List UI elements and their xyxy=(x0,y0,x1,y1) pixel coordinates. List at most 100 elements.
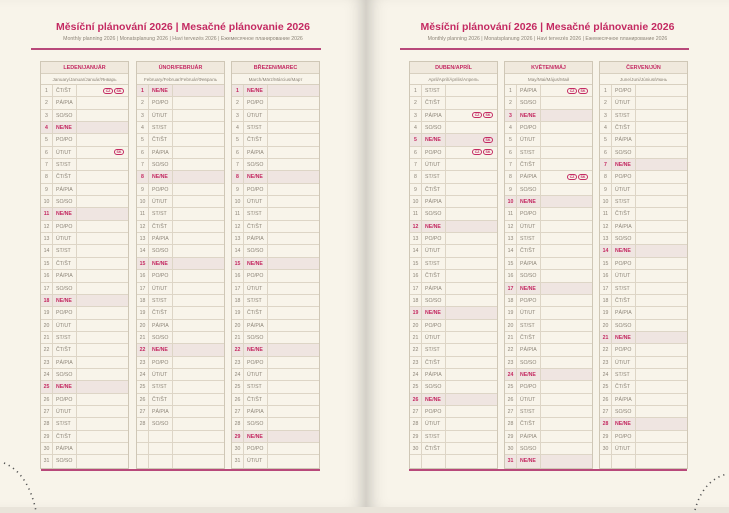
day-row[interactable]: 11 ST/ST xyxy=(137,208,224,221)
day-row[interactable]: 12 ČT/ŠT xyxy=(137,220,224,234)
note-field[interactable] xyxy=(541,233,592,244)
note-field[interactable] xyxy=(636,122,687,133)
day-row[interactable]: 17 ST/ST xyxy=(600,282,687,295)
note-field[interactable] xyxy=(173,134,224,145)
note-field[interactable] xyxy=(77,134,128,145)
day-row[interactable]: 22 ČT/ŠT xyxy=(41,344,128,357)
day-row[interactable]: 30 PO/PO xyxy=(232,442,319,456)
note-field[interactable] xyxy=(77,208,128,219)
day-row[interactable]: 12 PÁ/PIA xyxy=(600,220,687,234)
note-field[interactable]: CZ SK xyxy=(446,147,497,158)
note-field[interactable] xyxy=(446,443,497,454)
note-field[interactable] xyxy=(636,208,687,219)
note-field[interactable] xyxy=(446,283,497,294)
note-field[interactable] xyxy=(446,406,497,417)
note-field[interactable] xyxy=(446,245,497,256)
note-field[interactable] xyxy=(636,418,687,429)
note-field[interactable] xyxy=(636,344,687,355)
day-row[interactable]: 15 ST/ST xyxy=(410,257,497,271)
day-row[interactable]: 18 ST/ST xyxy=(137,294,224,308)
note-field[interactable] xyxy=(636,233,687,244)
day-row[interactable]: 12 ÚT/UT xyxy=(505,220,592,234)
note-field[interactable] xyxy=(173,344,224,355)
day-row[interactable]: 19 PO/PO xyxy=(41,307,128,320)
note-field[interactable] xyxy=(173,431,224,442)
note-field[interactable] xyxy=(173,184,224,195)
note-field[interactable] xyxy=(268,443,319,454)
note-field[interactable] xyxy=(541,406,592,417)
day-row[interactable]: 24 SO/SO xyxy=(41,368,128,382)
day-row[interactable]: 2 PO/PO xyxy=(137,97,224,110)
note-field[interactable]: CZ SK xyxy=(541,171,592,182)
day-row[interactable]: 29 PO/PO xyxy=(600,430,687,443)
note-field[interactable] xyxy=(541,455,592,467)
note-field[interactable] xyxy=(446,418,497,429)
note-field[interactable] xyxy=(446,455,497,467)
day-row[interactable]: 1 NE/NE xyxy=(137,85,224,98)
day-row[interactable]: 28 ST/ST xyxy=(41,418,128,431)
note-field[interactable] xyxy=(173,110,224,121)
note-field[interactable] xyxy=(636,270,687,281)
note-field[interactable] xyxy=(77,381,128,392)
note-field[interactable] xyxy=(77,233,128,244)
note-field[interactable] xyxy=(541,196,592,207)
day-row[interactable]: 14 ST/ST xyxy=(41,245,128,258)
note-field[interactable] xyxy=(636,134,687,145)
day-row[interactable]: 31 NE/NE xyxy=(505,455,592,468)
day-row[interactable]: 3 ST/ST xyxy=(600,109,687,123)
day-row[interactable]: 7 SO/SO xyxy=(137,159,224,172)
note-field[interactable] xyxy=(636,406,687,417)
note-field[interactable] xyxy=(636,394,687,405)
day-row[interactable]: 9 PO/PO xyxy=(232,183,319,197)
day-row[interactable]: 19 NE/NE xyxy=(410,307,497,320)
day-row[interactable]: 27 SO/SO xyxy=(600,405,687,419)
day-row[interactable]: 21 ČT/ŠT xyxy=(505,331,592,345)
note-field[interactable] xyxy=(446,394,497,405)
note-field[interactable] xyxy=(77,97,128,108)
note-field[interactable] xyxy=(173,270,224,281)
note-field[interactable] xyxy=(541,320,592,331)
note-field[interactable] xyxy=(446,196,497,207)
note-field[interactable] xyxy=(77,295,128,306)
day-row[interactable]: 28 NE/NE xyxy=(600,418,687,431)
note-field[interactable] xyxy=(268,134,319,145)
day-row[interactable]: 10 ÚT/UT xyxy=(232,196,319,209)
day-row[interactable]: 16 PO/PO xyxy=(137,270,224,283)
day-row[interactable]: 14 ÚT/UT xyxy=(410,245,497,258)
day-row[interactable]: 21 SO/SO xyxy=(137,331,224,345)
day-row[interactable]: 26 PÁ/PIA xyxy=(600,393,687,406)
note-field[interactable] xyxy=(446,85,497,96)
note-field[interactable] xyxy=(268,110,319,121)
day-row[interactable]: 3 PÁ/PIA CZ SK xyxy=(410,109,497,123)
day-row[interactable]: 5 NE/NE SK xyxy=(410,134,497,147)
day-row[interactable]: 26 PO/PO xyxy=(41,393,128,406)
note-field[interactable] xyxy=(541,134,592,145)
note-field[interactable] xyxy=(268,332,319,343)
note-field[interactable] xyxy=(77,159,128,170)
note-field[interactable] xyxy=(541,184,592,195)
day-row[interactable]: 5 PO/PO xyxy=(41,134,128,147)
note-field[interactable] xyxy=(446,431,497,442)
note-field[interactable] xyxy=(446,184,497,195)
day-row[interactable]: 15 NE/NE xyxy=(232,257,319,271)
day-row[interactable]: 29 ČT/ŠT xyxy=(41,430,128,443)
note-field[interactable] xyxy=(268,394,319,405)
day-row[interactable]: 19 PÁ/PIA xyxy=(600,307,687,320)
day-row[interactable]: 11 NE/NE xyxy=(41,208,128,221)
day-row[interactable]: 20 PO/PO xyxy=(410,319,497,332)
day-row[interactable]: 24 ÚT/UT xyxy=(137,368,224,382)
day-row[interactable]: 13 SO/SO xyxy=(600,233,687,246)
day-row[interactable]: 4 ST/ST xyxy=(232,122,319,135)
day-row[interactable]: 8 NE/NE xyxy=(232,171,319,184)
day-row[interactable]: 14 ČT/ŠT xyxy=(505,245,592,258)
note-field[interactable] xyxy=(268,147,319,158)
day-row[interactable]: 19 ÚT/UT xyxy=(505,307,592,320)
day-row[interactable]: 8 PO/PO xyxy=(600,171,687,184)
day-row[interactable]: 15 NE/NE xyxy=(137,257,224,271)
note-field[interactable] xyxy=(173,196,224,207)
day-row[interactable]: 13 PÁ/PIA xyxy=(232,233,319,246)
note-field[interactable] xyxy=(446,171,497,182)
note-field[interactable] xyxy=(173,357,224,368)
note-field[interactable] xyxy=(541,159,592,170)
day-row[interactable]: 7 SO/SO xyxy=(232,159,319,172)
